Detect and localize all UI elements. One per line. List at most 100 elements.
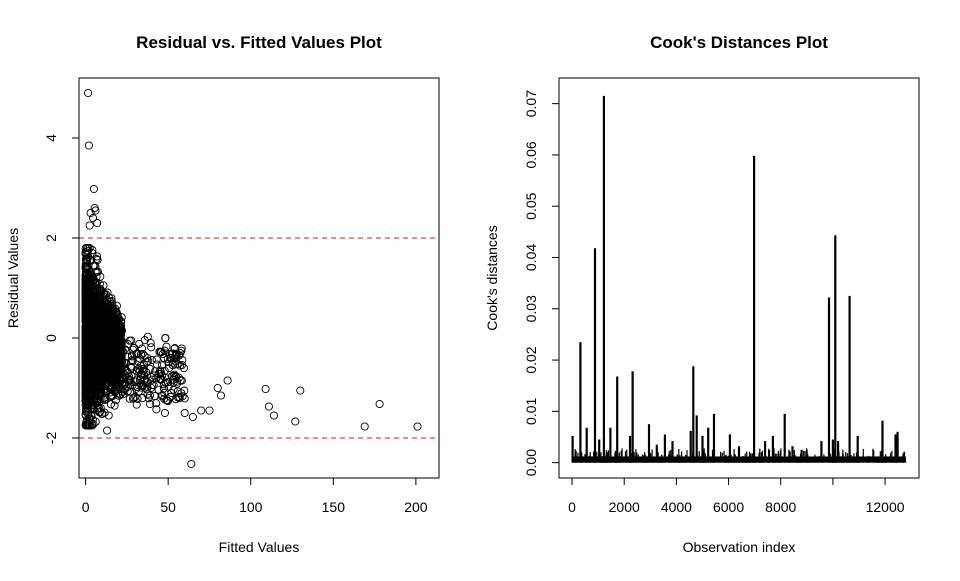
plot-frame	[558, 77, 920, 479]
data-point	[103, 426, 112, 435]
data-point	[82, 284, 91, 293]
data-point	[82, 261, 91, 270]
data-point	[82, 418, 91, 427]
data-point	[81, 271, 90, 281]
data-point	[96, 272, 105, 281]
data-point	[96, 407, 105, 417]
x-tick-label: 200	[404, 499, 428, 515]
y-axis-label: Cook's distances	[484, 225, 500, 330]
data-point	[81, 276, 90, 285]
data-point	[94, 322, 103, 331]
data-point	[143, 353, 152, 363]
data-point	[135, 366, 144, 375]
data-point	[87, 412, 96, 421]
y-axis: -2 0 2 4	[43, 134, 80, 444]
data-point	[413, 422, 422, 431]
data-point	[133, 349, 142, 358]
data-point	[116, 390, 125, 399]
data-point	[82, 357, 91, 366]
data-point	[106, 400, 115, 409]
data-point	[264, 402, 273, 411]
data-point	[89, 322, 98, 331]
data-point	[140, 351, 149, 360]
data-point	[125, 394, 134, 403]
data-point	[81, 289, 90, 298]
data-point	[168, 375, 177, 384]
data-point	[102, 290, 111, 299]
data-point	[89, 295, 98, 304]
data-point	[95, 294, 105, 304]
data-point	[81, 303, 90, 312]
data-point	[144, 394, 153, 403]
data-point	[84, 418, 93, 427]
data-point	[92, 272, 101, 282]
y-tick-label: 0.05	[523, 192, 539, 219]
data-point	[175, 393, 184, 403]
data-point	[132, 400, 141, 409]
data-point	[157, 361, 166, 370]
data-point	[107, 374, 116, 383]
data-point	[135, 339, 144, 348]
data-point	[375, 399, 384, 409]
data-point	[83, 246, 92, 256]
data-point	[152, 355, 161, 364]
reference-lines	[79, 237, 439, 439]
data-point	[161, 334, 170, 343]
data-point	[123, 387, 132, 396]
data-point	[152, 405, 161, 414]
data-point	[167, 353, 176, 362]
data-point	[86, 282, 95, 292]
data-point	[84, 368, 93, 377]
data-point	[93, 362, 102, 371]
data-point	[119, 347, 128, 356]
data-point	[91, 262, 100, 271]
data-point	[140, 336, 149, 345]
data-point	[269, 411, 278, 420]
y-tick-label: 0.07	[523, 90, 539, 117]
data-point	[133, 382, 142, 392]
data-point	[261, 384, 270, 394]
data-point	[106, 340, 115, 349]
data-point	[120, 345, 130, 354]
data-point	[112, 375, 121, 384]
scatter-points	[81, 88, 422, 469]
data-point	[147, 343, 156, 352]
data-point	[105, 383, 114, 392]
data-point	[121, 365, 130, 374]
data-point	[116, 385, 125, 394]
x-tick-label: 0	[568, 499, 576, 515]
x-axis-label: Observation index	[683, 539, 796, 555]
data-point	[157, 375, 166, 384]
data-point	[127, 351, 136, 360]
data-point	[84, 88, 93, 98]
y-tick-label: 0	[43, 334, 59, 342]
data-point	[117, 356, 126, 365]
data-point	[109, 326, 118, 335]
data-point	[91, 323, 100, 332]
data-point	[113, 369, 122, 378]
data-point	[213, 383, 222, 393]
chart-title: Residual vs. Fitted Values Plot	[136, 33, 382, 52]
data-point	[92, 305, 101, 314]
data-point	[164, 382, 173, 391]
data-point	[106, 297, 115, 306]
data-point	[100, 388, 109, 397]
x-tick-label: 0	[82, 499, 90, 515]
data-point	[156, 367, 165, 376]
data-point	[138, 381, 147, 390]
data-point	[131, 392, 140, 401]
x-tick-label: 8000	[765, 499, 796, 515]
x-tick-label: 150	[322, 499, 346, 515]
data-point	[223, 376, 232, 385]
data-point	[205, 406, 214, 415]
data-point	[89, 184, 98, 194]
data-point	[104, 310, 113, 320]
data-point	[81, 299, 90, 309]
data-point	[179, 364, 189, 373]
data-point	[134, 364, 143, 374]
data-point	[81, 340, 90, 349]
data-point	[216, 391, 226, 400]
data-point	[118, 387, 127, 396]
data-point	[127, 356, 136, 365]
data-point	[177, 389, 186, 398]
